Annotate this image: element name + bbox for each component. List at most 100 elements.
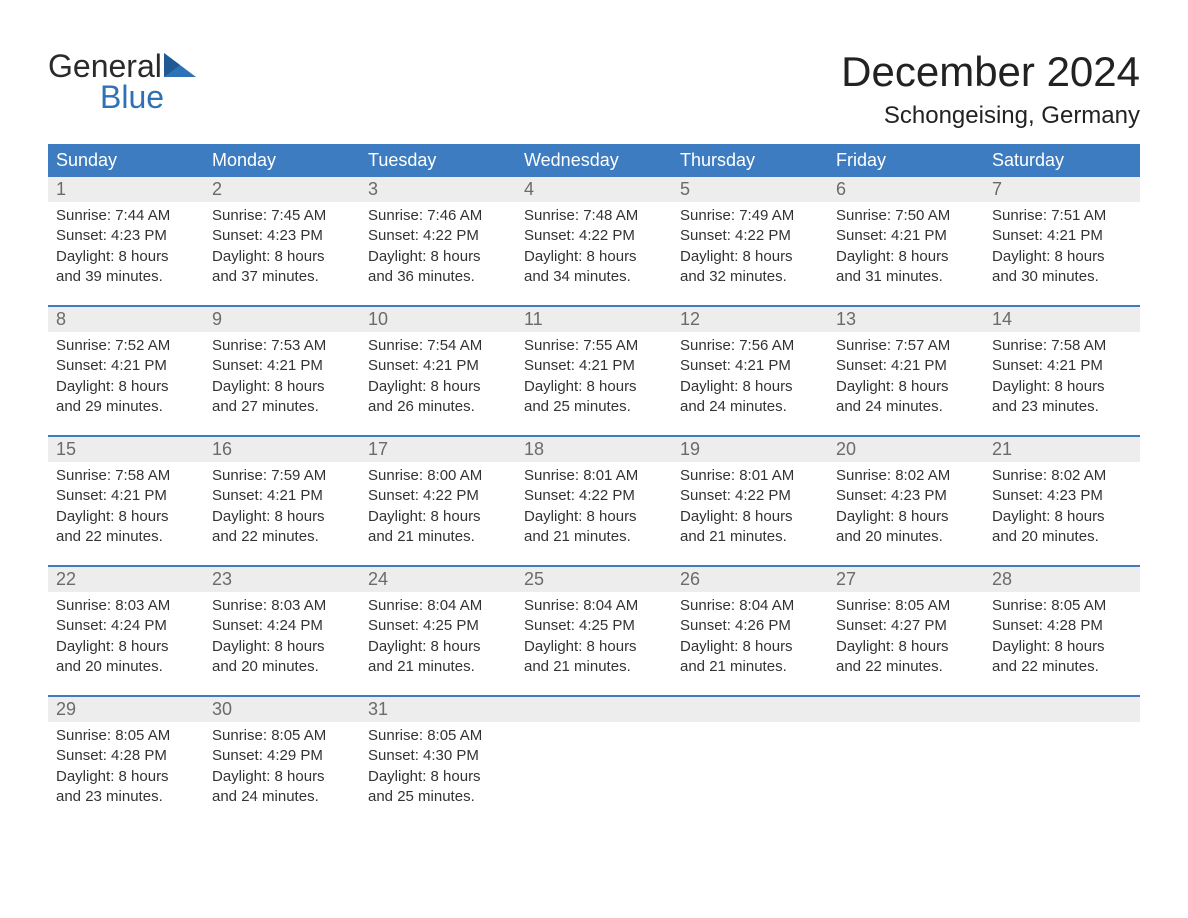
daylight-text-2: and 21 minutes. (368, 527, 508, 547)
logo: General Blue (48, 48, 196, 116)
day-header: Wednesday (516, 144, 672, 177)
day-header: Saturday (984, 144, 1140, 177)
day-number: 28 (984, 567, 1140, 592)
daylight-text-2: and 31 minutes. (836, 267, 976, 287)
day-number (828, 697, 984, 722)
day-info: Sunrise: 7:55 AMSunset: 4:21 PMDaylight:… (516, 332, 672, 417)
sunrise-text: Sunrise: 7:46 AM (368, 206, 508, 226)
day-number: 11 (516, 307, 672, 332)
week-block: 22232425262728Sunrise: 8:03 AMSunset: 4:… (48, 565, 1140, 677)
daylight-text-2: and 22 minutes. (992, 657, 1132, 677)
day-number: 13 (828, 307, 984, 332)
day-info: Sunrise: 8:05 AMSunset: 4:30 PMDaylight:… (360, 722, 516, 807)
daylight-text-2: and 24 minutes. (836, 397, 976, 417)
day-info (672, 722, 828, 807)
day-info: Sunrise: 8:03 AMSunset: 4:24 PMDaylight:… (48, 592, 204, 677)
sunset-text: Sunset: 4:30 PM (368, 746, 508, 766)
daylight-text-2: and 22 minutes. (836, 657, 976, 677)
sunrise-text: Sunrise: 7:54 AM (368, 336, 508, 356)
sunrise-text: Sunrise: 8:01 AM (524, 466, 664, 486)
sunset-text: Sunset: 4:21 PM (836, 356, 976, 376)
day-header: Thursday (672, 144, 828, 177)
day-info: Sunrise: 8:01 AMSunset: 4:22 PMDaylight:… (672, 462, 828, 547)
day-number: 17 (360, 437, 516, 462)
sunset-text: Sunset: 4:23 PM (836, 486, 976, 506)
day-info: Sunrise: 8:03 AMSunset: 4:24 PMDaylight:… (204, 592, 360, 677)
daylight-text-1: Daylight: 8 hours (212, 247, 352, 267)
day-header: Monday (204, 144, 360, 177)
daylight-text-2: and 20 minutes. (992, 527, 1132, 547)
sunset-text: Sunset: 4:21 PM (524, 356, 664, 376)
sunset-text: Sunset: 4:22 PM (368, 486, 508, 506)
sunset-text: Sunset: 4:23 PM (212, 226, 352, 246)
day-info: Sunrise: 7:44 AMSunset: 4:23 PMDaylight:… (48, 202, 204, 287)
sunset-text: Sunset: 4:21 PM (56, 486, 196, 506)
daylight-text-2: and 25 minutes. (524, 397, 664, 417)
day-number: 22 (48, 567, 204, 592)
daylight-text-1: Daylight: 8 hours (992, 637, 1132, 657)
day-info: Sunrise: 7:52 AMSunset: 4:21 PMDaylight:… (48, 332, 204, 417)
sunrise-text: Sunrise: 8:05 AM (368, 726, 508, 746)
week-block: 15161718192021Sunrise: 7:58 AMSunset: 4:… (48, 435, 1140, 547)
sunset-text: Sunset: 4:22 PM (680, 486, 820, 506)
day-number: 27 (828, 567, 984, 592)
day-info: Sunrise: 8:02 AMSunset: 4:23 PMDaylight:… (984, 462, 1140, 547)
sunset-text: Sunset: 4:29 PM (212, 746, 352, 766)
day-info: Sunrise: 8:01 AMSunset: 4:22 PMDaylight:… (516, 462, 672, 547)
day-info: Sunrise: 7:53 AMSunset: 4:21 PMDaylight:… (204, 332, 360, 417)
day-number: 19 (672, 437, 828, 462)
day-number: 8 (48, 307, 204, 332)
sunrise-text: Sunrise: 7:59 AM (212, 466, 352, 486)
sunrise-text: Sunrise: 7:57 AM (836, 336, 976, 356)
daylight-text-1: Daylight: 8 hours (368, 637, 508, 657)
daylight-text-2: and 24 minutes. (212, 787, 352, 807)
day-number: 21 (984, 437, 1140, 462)
sunrise-text: Sunrise: 8:05 AM (836, 596, 976, 616)
day-number: 10 (360, 307, 516, 332)
day-info: Sunrise: 7:48 AMSunset: 4:22 PMDaylight:… (516, 202, 672, 287)
sunset-text: Sunset: 4:21 PM (680, 356, 820, 376)
daylight-text-2: and 20 minutes. (56, 657, 196, 677)
sunset-text: Sunset: 4:22 PM (368, 226, 508, 246)
sunset-text: Sunset: 4:21 PM (368, 356, 508, 376)
sunrise-text: Sunrise: 7:56 AM (680, 336, 820, 356)
day-info: Sunrise: 7:46 AMSunset: 4:22 PMDaylight:… (360, 202, 516, 287)
daylight-text-2: and 34 minutes. (524, 267, 664, 287)
sunrise-text: Sunrise: 7:55 AM (524, 336, 664, 356)
day-number: 14 (984, 307, 1140, 332)
daylight-text-2: and 20 minutes. (836, 527, 976, 547)
day-number: 16 (204, 437, 360, 462)
daylight-text-1: Daylight: 8 hours (368, 507, 508, 527)
sunrise-text: Sunrise: 7:45 AM (212, 206, 352, 226)
day-number: 15 (48, 437, 204, 462)
day-info: Sunrise: 7:57 AMSunset: 4:21 PMDaylight:… (828, 332, 984, 417)
sunset-text: Sunset: 4:28 PM (992, 616, 1132, 636)
sunset-text: Sunset: 4:21 PM (992, 226, 1132, 246)
sunrise-text: Sunrise: 8:03 AM (56, 596, 196, 616)
sunset-text: Sunset: 4:28 PM (56, 746, 196, 766)
sunrise-text: Sunrise: 8:01 AM (680, 466, 820, 486)
sunrise-text: Sunrise: 7:58 AM (992, 336, 1132, 356)
daylight-text-2: and 27 minutes. (212, 397, 352, 417)
daylight-text-1: Daylight: 8 hours (680, 507, 820, 527)
day-number: 9 (204, 307, 360, 332)
daylight-text-1: Daylight: 8 hours (524, 247, 664, 267)
sunset-text: Sunset: 4:23 PM (992, 486, 1132, 506)
daylight-text-1: Daylight: 8 hours (368, 247, 508, 267)
day-info-row: Sunrise: 7:44 AMSunset: 4:23 PMDaylight:… (48, 202, 1140, 287)
daylight-text-2: and 21 minutes. (680, 657, 820, 677)
daylight-text-2: and 26 minutes. (368, 397, 508, 417)
day-header: Sunday (48, 144, 204, 177)
sunset-text: Sunset: 4:24 PM (212, 616, 352, 636)
daylight-text-1: Daylight: 8 hours (56, 247, 196, 267)
day-header-row: Sunday Monday Tuesday Wednesday Thursday… (48, 144, 1140, 177)
logo-text-blue: Blue (100, 79, 164, 116)
day-info: Sunrise: 7:49 AMSunset: 4:22 PMDaylight:… (672, 202, 828, 287)
day-number: 18 (516, 437, 672, 462)
day-info-row: Sunrise: 8:05 AMSunset: 4:28 PMDaylight:… (48, 722, 1140, 807)
day-number: 25 (516, 567, 672, 592)
daylight-text-2: and 21 minutes. (368, 657, 508, 677)
sunrise-text: Sunrise: 7:50 AM (836, 206, 976, 226)
daylight-text-1: Daylight: 8 hours (680, 637, 820, 657)
sunrise-text: Sunrise: 8:04 AM (680, 596, 820, 616)
